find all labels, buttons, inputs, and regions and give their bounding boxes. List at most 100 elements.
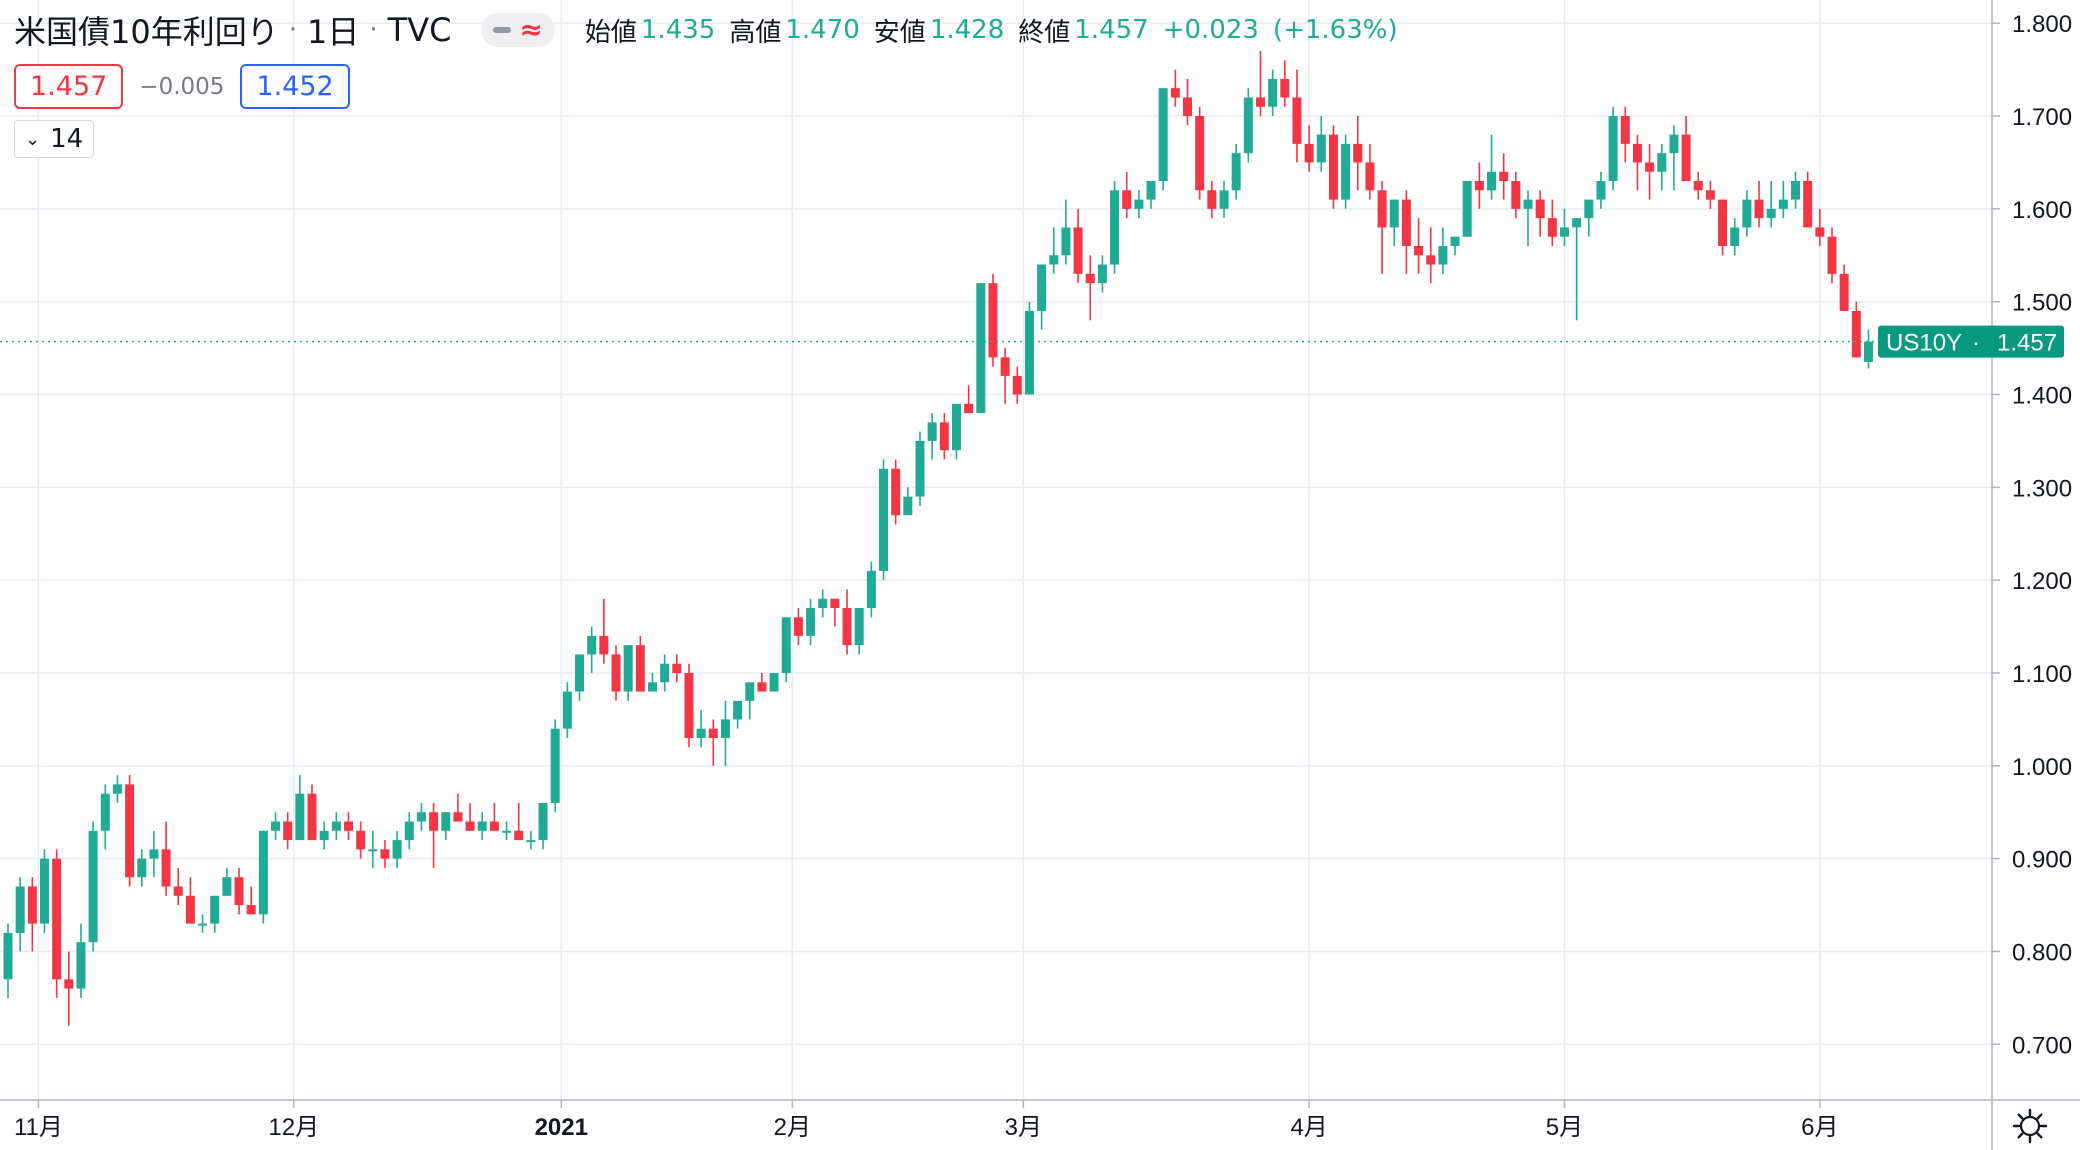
- candle: [1705, 181, 1715, 209]
- grid: [0, 0, 1992, 1100]
- candle-body: [806, 608, 816, 636]
- candle-body: [964, 403, 974, 414]
- last-price-badge: [1878, 325, 2064, 358]
- symbol-title[interactable]: 米国債10年利回り: [14, 13, 279, 51]
- candle-body: [88, 830, 98, 943]
- candle: [623, 645, 633, 701]
- candle: [1803, 171, 1813, 228]
- sell-price-button[interactable]: 1.457: [14, 64, 124, 109]
- candle-body: [502, 830, 512, 833]
- timeframe-label[interactable]: 1日: [307, 13, 360, 51]
- candle: [1462, 181, 1472, 237]
- candle: [307, 784, 317, 841]
- candle: [1681, 116, 1691, 182]
- last-price-label: US10Y · 1.457: [1878, 325, 2064, 358]
- candle-body: [1608, 116, 1618, 182]
- candle-body: [647, 682, 657, 692]
- candle: [1511, 171, 1521, 219]
- candle: [854, 608, 864, 655]
- candle-body: [1681, 134, 1691, 182]
- candle-body: [660, 663, 670, 683]
- candle: [611, 645, 621, 701]
- candle: [1523, 190, 1533, 246]
- candles: [3, 51, 1873, 1026]
- candle: [100, 784, 110, 850]
- candle: [441, 812, 451, 841]
- candle: [1146, 181, 1156, 209]
- candle: [1535, 190, 1545, 237]
- candle: [1620, 106, 1630, 163]
- candle-body: [1839, 273, 1849, 311]
- candle: [672, 654, 682, 683]
- candle: [137, 849, 147, 887]
- candle-body: [635, 645, 645, 692]
- buy-price-button[interactable]: 1.452: [240, 64, 350, 109]
- candle-body: [1718, 199, 1728, 246]
- candle-body: [1742, 199, 1752, 228]
- candle: [830, 598, 840, 627]
- candle-body: [891, 468, 901, 516]
- candle: [258, 830, 268, 924]
- candle: [1195, 106, 1205, 200]
- candle-body: [185, 895, 195, 924]
- candle: [964, 385, 974, 414]
- candle: [1791, 171, 1801, 209]
- candle: [1693, 171, 1703, 200]
- candle: [1450, 236, 1460, 256]
- x-tick-label: 12月: [268, 1114, 319, 1141]
- candle: [222, 867, 232, 896]
- candle: [806, 598, 816, 646]
- candle-body: [587, 635, 597, 655]
- last-price-label-group: US10Y · 1.457: [1878, 325, 2064, 1144]
- candle-body: [52, 858, 62, 980]
- candle-body: [392, 840, 402, 859]
- candle: [380, 840, 390, 868]
- candle-body: [1195, 116, 1205, 191]
- candle-body: [793, 617, 803, 636]
- candle: [185, 877, 195, 924]
- candle-body: [368, 849, 378, 852]
- candle: [489, 802, 499, 831]
- candle-body: [27, 886, 37, 924]
- gear-icon-tooth: [2036, 1113, 2043, 1120]
- gear-icon[interactable]: [2012, 1108, 2048, 1144]
- candle: [1049, 227, 1059, 274]
- candle-body: [489, 821, 499, 831]
- y-tick-label: 1.500: [2012, 290, 2072, 317]
- candle-body: [550, 728, 560, 803]
- candle: [429, 802, 439, 868]
- candle: [3, 923, 13, 998]
- candle: [660, 654, 670, 692]
- candle-body: [271, 821, 281, 831]
- close-label: 終値: [1018, 17, 1071, 48]
- candle-body: [1389, 199, 1399, 228]
- x-tick-label: 2021: [535, 1114, 588, 1141]
- candle: [64, 951, 74, 1026]
- candle: [1219, 181, 1229, 219]
- indicators-collapse-button[interactable]: ⌄ 14: [14, 120, 95, 158]
- candle: [976, 283, 986, 414]
- low-value: 1.428: [929, 15, 1005, 45]
- candle: [356, 821, 366, 859]
- candle: [88, 821, 98, 952]
- candle-body: [137, 858, 147, 878]
- candle-body: [343, 821, 353, 831]
- candle: [720, 700, 730, 766]
- candle: [1341, 134, 1351, 209]
- candle: [745, 682, 755, 720]
- candle-body: [1438, 245, 1448, 265]
- candle-body: [356, 830, 366, 850]
- candle: [1766, 181, 1776, 228]
- candle-body: [1535, 199, 1545, 219]
- candle-body: [1778, 199, 1788, 209]
- wave-icon: ≈: [519, 13, 543, 46]
- candle-body: [708, 728, 718, 738]
- candle: [769, 672, 779, 692]
- candle-body: [514, 830, 524, 841]
- candle-body: [3, 932, 13, 980]
- legend-toggle-pill[interactable]: ≈: [481, 13, 555, 47]
- candle: [1487, 134, 1497, 200]
- candle: [562, 682, 572, 738]
- candle-body: [623, 645, 633, 692]
